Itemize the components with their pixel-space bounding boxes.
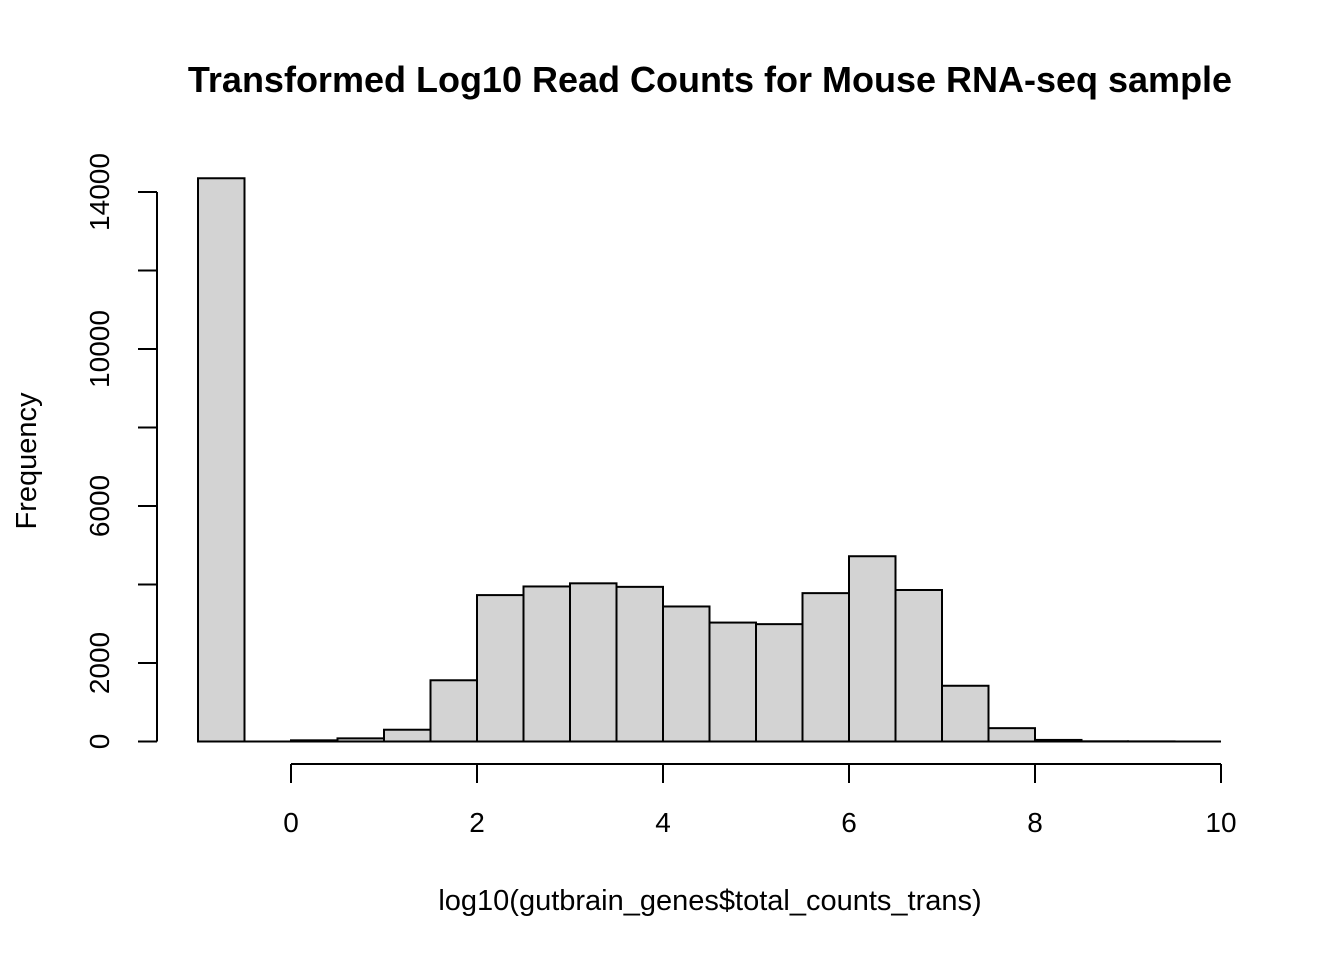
x-tick-label: 2 bbox=[469, 807, 485, 838]
histogram-bar bbox=[522, 585, 571, 743]
histogram-bar bbox=[894, 588, 943, 743]
y-tick-label: 14000 bbox=[84, 153, 115, 231]
histogram-bar bbox=[197, 177, 246, 743]
x-tick-label: 0 bbox=[283, 807, 299, 838]
y-axis-label: Frequency bbox=[11, 392, 43, 530]
y-tick-label: 6000 bbox=[84, 475, 115, 537]
histogram-bar bbox=[1034, 738, 1083, 743]
histogram-bar bbox=[476, 594, 525, 743]
histogram-bar bbox=[987, 727, 1036, 743]
histogram-bar bbox=[801, 592, 850, 743]
chart-title: Transformed Log10 Read Counts for Mouse … bbox=[188, 59, 1232, 100]
y-tick-label: 10000 bbox=[84, 310, 115, 388]
x-tick-label: 8 bbox=[1027, 807, 1043, 838]
histogram-bar bbox=[336, 737, 385, 743]
x-axis: 0 2 4 6 8 10 bbox=[283, 763, 1237, 838]
y-tick-label: 2000 bbox=[84, 632, 115, 694]
x-axis-label: log10(gutbrain_genes$total_counts_trans) bbox=[438, 885, 981, 917]
x-tick-label: 10 bbox=[1205, 807, 1236, 838]
histogram-bar bbox=[662, 605, 711, 743]
y-axis: 0 2000 6000 10000 14000 bbox=[84, 153, 158, 750]
histogram-bar bbox=[429, 679, 478, 743]
histogram-bar bbox=[708, 621, 757, 743]
bars-group bbox=[197, 177, 1221, 743]
x-tick-label: 4 bbox=[655, 807, 671, 838]
histogram-bar bbox=[848, 555, 897, 743]
histogram-bar bbox=[941, 684, 990, 743]
histogram-bar bbox=[569, 582, 618, 743]
histogram-bar bbox=[615, 585, 664, 743]
x-tick-label: 6 bbox=[841, 807, 857, 838]
histogram-bar bbox=[755, 623, 804, 743]
y-tick-label: 0 bbox=[84, 734, 115, 750]
histogram-bar bbox=[383, 728, 432, 743]
histogram-bar bbox=[290, 739, 339, 743]
